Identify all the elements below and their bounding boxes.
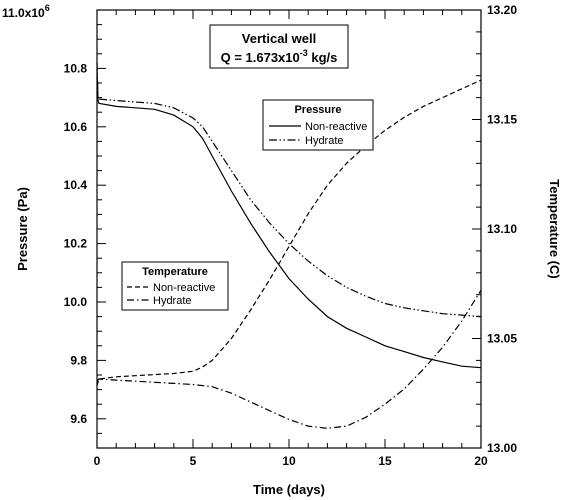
y-left-tick-label: 9.6 [70, 412, 87, 426]
y-axis-left-title: Pressure (Pa) [15, 187, 30, 271]
y-left-tick-label: 10.4 [64, 178, 88, 192]
x-tick-label: 0 [94, 454, 101, 468]
legend-pressure-nonreactive-label: Non-reactive [305, 121, 367, 133]
x-tick-label: 5 [190, 454, 197, 468]
legend-pressure-hydrate-label: Hydrate [305, 135, 344, 147]
plot-frame [96, 9, 482, 449]
legend-temperature-title: Temperature [142, 266, 208, 278]
y-left-top-label-base: 11.0x10 [2, 6, 45, 20]
y-right-tick-label: 13.00 [487, 441, 517, 455]
y-axis-right-title: Temperature (C) [547, 179, 562, 278]
series-pressure-non-reactive [96, 68, 482, 369]
title-line-2-suffix: kg/s [308, 50, 338, 65]
legend-temperature-nonreactive-label: Non-reactive [153, 282, 215, 294]
y-left-tick-label: 10.8 [64, 61, 88, 75]
y-left-tick-label: 10.0 [64, 295, 88, 309]
y-right-tick-label: 13.15 [487, 113, 517, 127]
y-right-tick-label: 13.10 [487, 222, 517, 236]
y-left-top-label: 11.0x106 [2, 3, 50, 20]
x-tick-label: 10 [282, 454, 296, 468]
title-line-1: Vertical well [242, 31, 316, 46]
legend-pressure-box [262, 99, 374, 151]
legend-temperature-hydrate-label: Hydrate [153, 295, 192, 307]
title-line-2-prefix: Q = 1.673x10 [221, 50, 300, 65]
series-temperature-non-reactive [96, 79, 482, 386]
y-left-top-label-exp: 6 [45, 3, 50, 13]
y-right-tick-label: 13.20 [487, 3, 517, 17]
x-tick-label: 20 [474, 454, 488, 468]
x-tick-label: 15 [378, 454, 392, 468]
series-pressure-hydrate [96, 62, 482, 318]
title-line-2-exp: -3 [300, 48, 308, 58]
title-box [209, 24, 349, 69]
y-left-tick-label: 9.8 [70, 353, 87, 367]
y-right-tick-label: 13.05 [487, 332, 517, 346]
legend-temperature-box [121, 261, 229, 311]
series-group [96, 62, 482, 429]
title-line-2: Q = 1.673x10-3 kg/s [221, 48, 338, 65]
legend-pressure-title: Pressure [294, 104, 341, 116]
y-left-tick-label: 10.2 [64, 237, 88, 251]
tick-labels-group: 0 5 10 15 20 9.6 9.8 10.0 10.2 10.4 10.6 10.8 13.00 1… [64, 3, 518, 468]
series-temperature-hydrate [96, 289, 482, 429]
y-left-tick-label: 10.6 [64, 120, 88, 134]
x-axis-title: Time (days) [253, 482, 325, 497]
